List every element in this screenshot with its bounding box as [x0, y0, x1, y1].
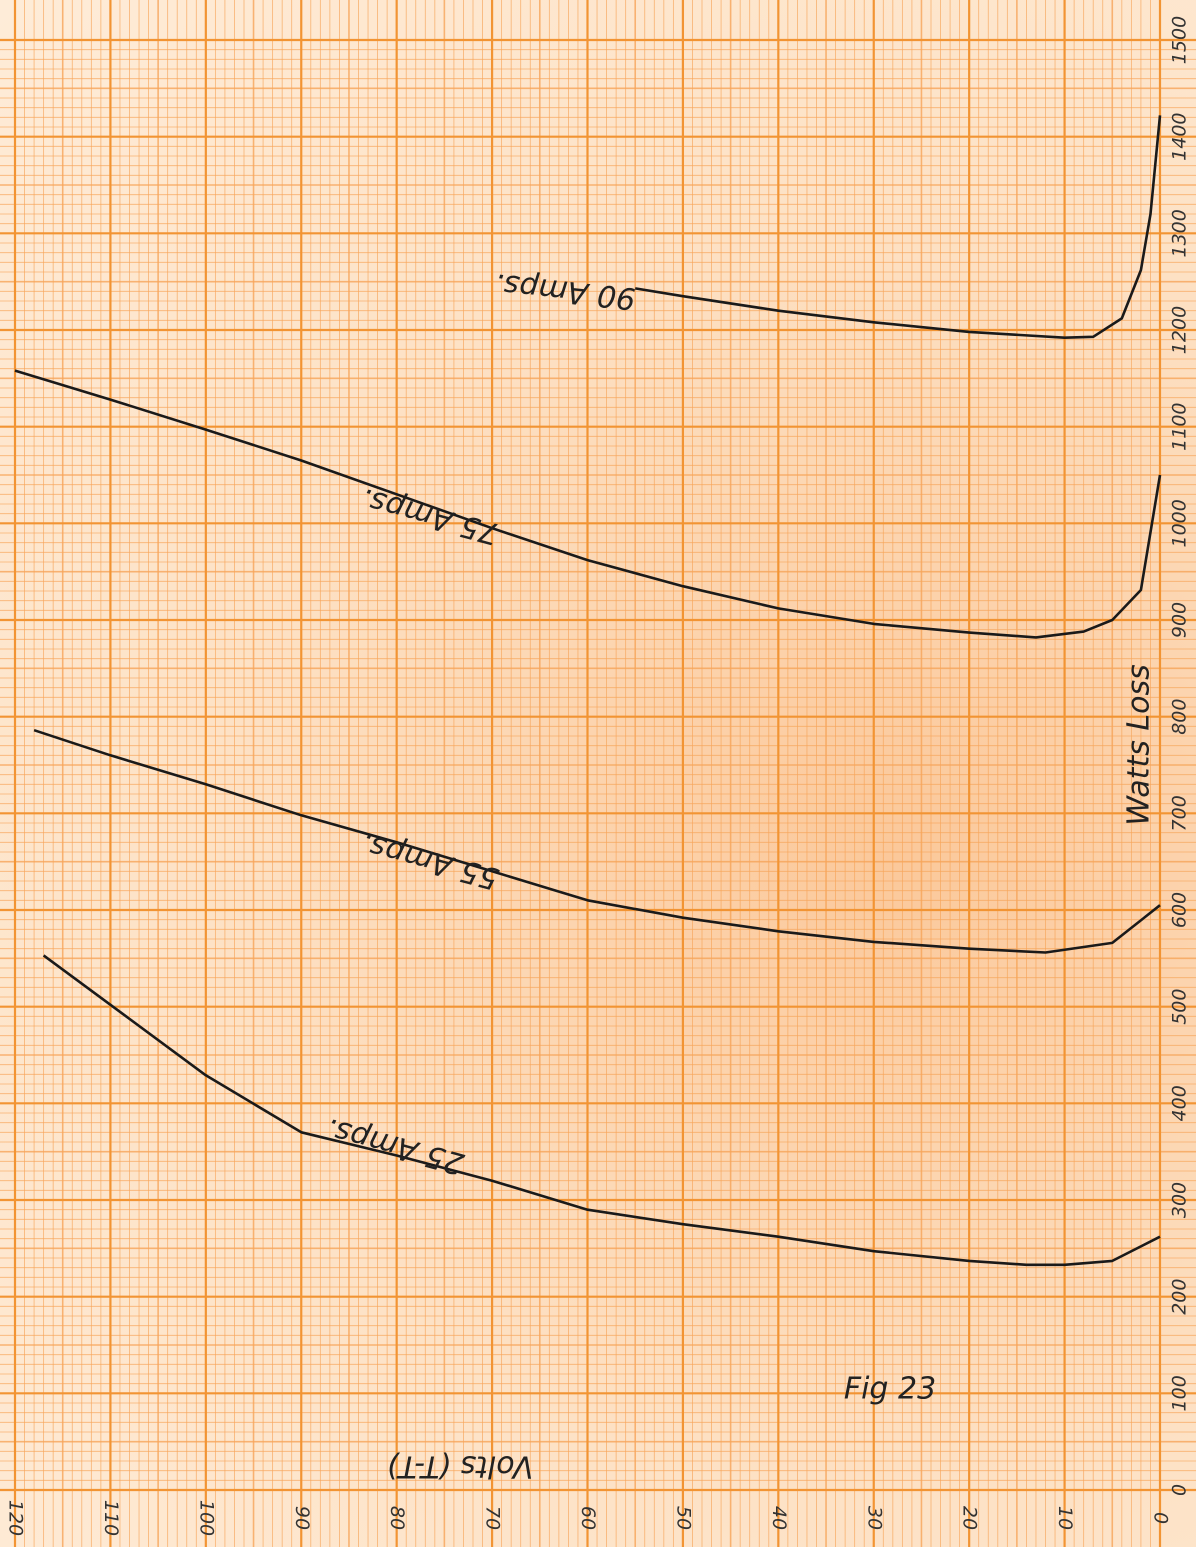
graph-paper: [0, 0, 1196, 1547]
y-tick-label: 1300: [1169, 209, 1191, 257]
x-tick-label: 20: [959, 1506, 981, 1530]
chart: 1201101009080706050403020100010020030040…: [0, 0, 1196, 1547]
x-tick-label: 100: [195, 1500, 217, 1536]
x-tick-label: 110: [100, 1500, 122, 1536]
x-tick-label: 90: [291, 1506, 313, 1530]
y-tick-label: 200: [1169, 1279, 1191, 1315]
x-tick-label: 60: [577, 1506, 599, 1530]
y-tick-label: 1100: [1169, 402, 1191, 450]
y-tick-label: 100: [1169, 1375, 1191, 1411]
y-tick-label: 0: [1169, 1484, 1191, 1496]
x-tick-label: 50: [672, 1506, 694, 1530]
curve: [44, 955, 1160, 1264]
y-tick-label: 1500: [1169, 16, 1191, 64]
y-tick-label: 600: [1169, 892, 1191, 928]
y-tick-label: 1000: [1169, 499, 1191, 547]
x-tick-label: 0: [1150, 1512, 1172, 1524]
series-label: 55 Amps.: [357, 826, 503, 896]
y-tick-label: 400: [1169, 1085, 1191, 1121]
y-axis-title: Watts Loss: [1122, 664, 1157, 825]
y-tick-label: 1200: [1169, 306, 1191, 354]
curve: [635, 115, 1160, 337]
x-tick-label: 10: [1054, 1506, 1076, 1530]
series-label: 75 Amps.: [357, 481, 503, 551]
x-tick-label: 80: [386, 1506, 408, 1530]
annotation: Fig 23: [844, 1372, 936, 1407]
y-tick-label: 300: [1169, 1182, 1191, 1218]
x-tick-label: 70: [482, 1506, 504, 1530]
y-tick-label: 800: [1169, 699, 1191, 735]
y-tick-label: 700: [1169, 795, 1191, 831]
y-tick-label: 900: [1169, 602, 1191, 638]
series-label: 90 Amps.: [493, 266, 638, 316]
y-tick-label: 1400: [1169, 112, 1191, 160]
x-tick-label: 120: [5, 1500, 27, 1536]
y-tick-label: 500: [1169, 989, 1191, 1025]
x-tick-label: 30: [863, 1506, 885, 1530]
x-tick-label: 40: [768, 1506, 790, 1530]
x-axis-title: Volts (T-T): [387, 1449, 534, 1484]
